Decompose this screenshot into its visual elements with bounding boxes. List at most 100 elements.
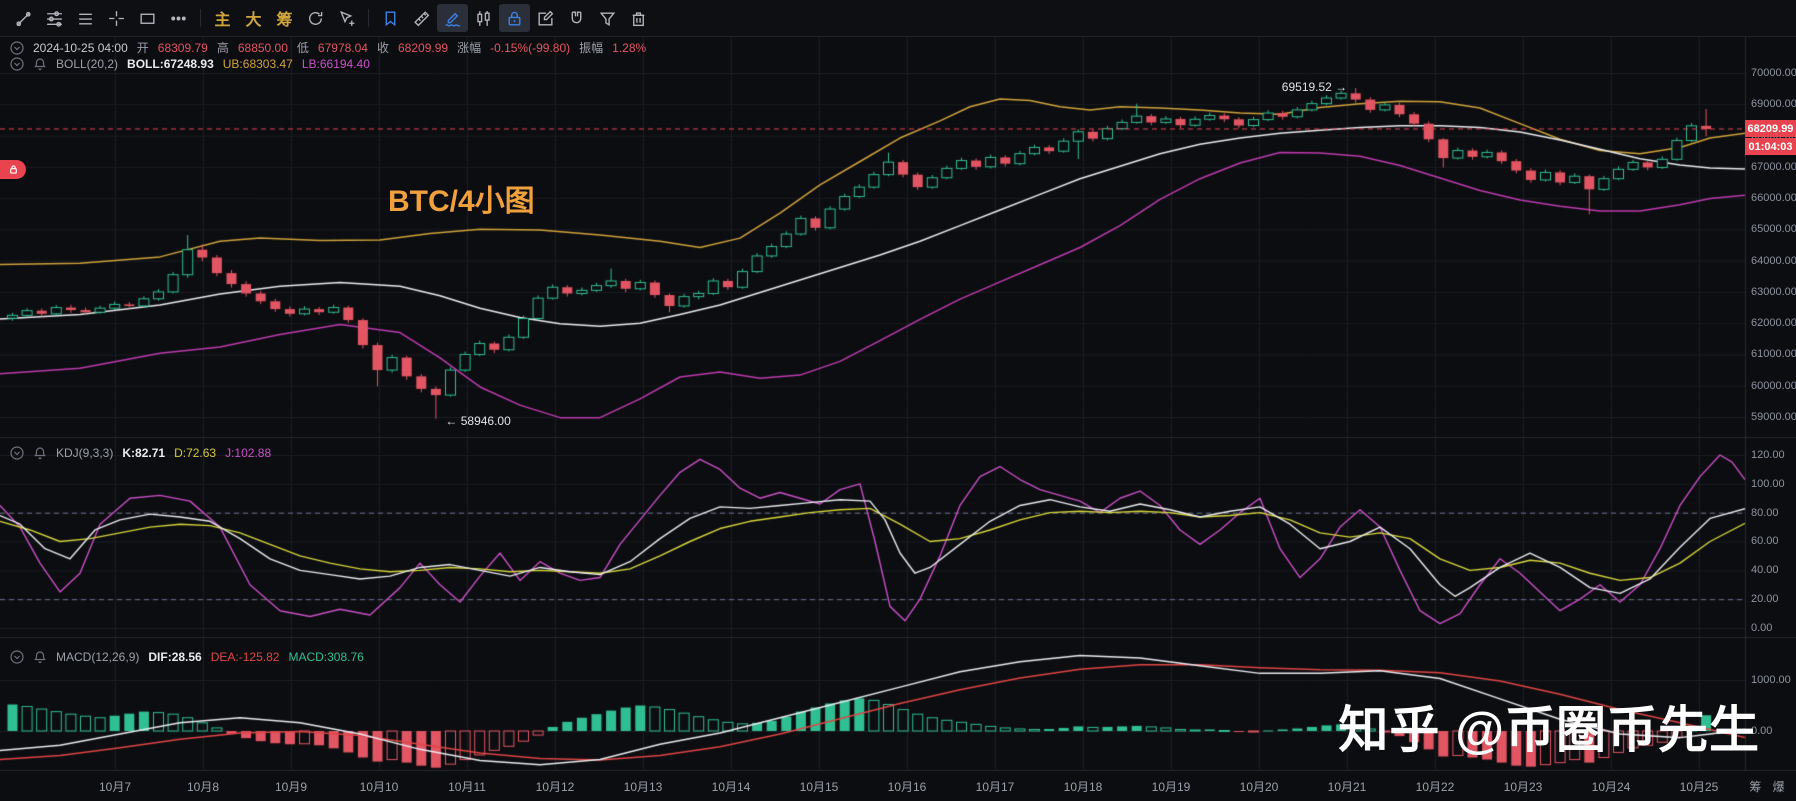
change-value: -0.15%(-99.80): [490, 40, 571, 55]
alert-bell-icon[interactable]: [33, 650, 47, 664]
drawing-toolbar: 主大筹: [0, 0, 1796, 37]
date-tick-3: 10月10: [359, 780, 399, 794]
magnet-tool-icon[interactable]: [561, 4, 592, 32]
ruler-tool-icon[interactable]: [406, 4, 437, 32]
macd-name: MACD(12,26,9): [56, 650, 140, 664]
price-alert-pill[interactable]: [0, 160, 26, 179]
ohlc-legend: 2024-10-25 04:00 开 68309.79 高 68850.00 低…: [10, 39, 646, 56]
alert-bell-icon[interactable]: [33, 57, 47, 71]
sliders-tool-icon[interactable]: [39, 4, 70, 32]
price-tick-61000: 61000.00: [1751, 348, 1796, 361]
date-tick-15: 10月22: [1415, 780, 1455, 794]
kdj-k-value: K:82.71: [122, 446, 166, 460]
kdj-tick-120: 120.00: [1751, 448, 1785, 461]
change-label: 涨幅: [457, 41, 482, 55]
kdj-tick-100: 100.00: [1751, 477, 1785, 490]
kline-style-tool-icon[interactable]: [468, 4, 499, 32]
alert-bell-icon[interactable]: [33, 446, 47, 460]
rectangle-tool-icon[interactable]: [132, 4, 163, 32]
date-tick-10: 10月17: [975, 780, 1015, 794]
boll-name: BOLL(20,2): [56, 57, 119, 71]
boll-legend: BOLL(20,2) BOLL:67248.93 UB:68303.47 LB:…: [10, 57, 370, 71]
axis-corner-label: 筹 爆: [1749, 780, 1789, 794]
high-price-annotation: 69519.52 →: [1281, 80, 1348, 95]
low-label: 低: [296, 41, 309, 55]
price-tick-62000: 62000.00: [1751, 317, 1796, 330]
macd-tick-0: 0.00: [1751, 725, 1773, 737]
main-button[interactable]: 主: [214, 12, 231, 29]
date-tick-5: 10月12: [535, 780, 575, 794]
date-tick-13: 10月20: [1239, 780, 1279, 794]
chips-button[interactable]: 筹: [276, 12, 293, 29]
price-tick-59000: 59000.00: [1751, 411, 1796, 423]
date-tick-2: 10月9: [274, 780, 308, 794]
date-tick-16: 10月23: [1503, 780, 1543, 794]
date-tick-7: 10月14: [711, 780, 751, 794]
date-tick-12: 10月19: [1151, 780, 1191, 794]
kdj-tick-60: 60.00: [1751, 535, 1779, 548]
cursor-add-tool-icon[interactable]: [331, 4, 362, 32]
collapse-chevron-icon[interactable]: [10, 40, 24, 55]
trend-line-tool-icon[interactable]: [8, 4, 39, 32]
replay-tool-icon[interactable]: [300, 4, 331, 32]
price-tick-67000: 67000.00: [1751, 160, 1796, 173]
price-tick-65000: 65000.00: [1751, 223, 1796, 236]
macd-tick-1000: 1000.00: [1751, 674, 1791, 686]
bar-countdown-badge: 01:04:03: [1745, 138, 1796, 156]
date-tick-0: 10月7: [98, 780, 132, 794]
delete-tool-icon[interactable]: [623, 4, 654, 32]
kdj-d-value: D:72.63: [174, 446, 217, 460]
open-value: 68309.79: [157, 40, 208, 55]
kdj-j-value: J:102.88: [225, 446, 272, 460]
macd-legend: MACD(12,26,9) DIF:28.56 DEA:-125.82 MACD…: [10, 650, 364, 664]
macd-dea-value: DEA:-125.82: [210, 650, 280, 664]
lock-tool-icon[interactable]: [499, 4, 530, 32]
collapse-chevron-icon[interactable]: [10, 446, 24, 460]
lock-icon: [9, 165, 17, 174]
macd-macd-value: MACD:308.76: [288, 650, 364, 664]
kdj-legend: KDJ(9,3,3) K:82.71 D:72.63 J:102.88: [10, 446, 271, 460]
more-tools-icon[interactable]: [163, 4, 194, 32]
kdj-tick-20: 20.00: [1751, 593, 1779, 606]
kdj-tick-0: 0.00: [1751, 622, 1773, 634]
symbol-title: BTC/4小图: [388, 185, 535, 218]
kdj-name: KDJ(9,3,3): [56, 446, 114, 460]
date-tick-14: 10月21: [1327, 780, 1367, 794]
high-value: 68850.00: [237, 40, 288, 55]
collapse-chevron-icon[interactable]: [10, 650, 24, 664]
date-tick-17: 10月24: [1591, 780, 1631, 794]
kdj-tick-40: 40.00: [1751, 564, 1779, 577]
sep-2: [368, 9, 369, 27]
kdj-tick-80: 80.00: [1751, 506, 1779, 519]
high-label: 高: [216, 41, 229, 55]
price-tick-70000: 70000.00: [1751, 67, 1796, 79]
boll-mid-value: BOLL:67248.93: [127, 57, 214, 71]
line-list-tool-icon[interactable]: [70, 4, 101, 32]
large-button[interactable]: 大: [245, 12, 262, 29]
bookmark-tool-icon[interactable]: [375, 4, 406, 32]
low-value: 67978.04: [317, 40, 368, 55]
brush-tool-icon[interactable]: [437, 4, 468, 32]
date-tick-18: 10月25: [1679, 780, 1719, 794]
note-tool-icon[interactable]: [530, 4, 561, 32]
low-price-annotation: ← 58946.00: [445, 413, 511, 428]
collapse-chevron-icon[interactable]: [10, 57, 24, 71]
macd-dif-value: DIF:28.56: [148, 650, 202, 664]
date-tick-9: 10月16: [887, 780, 927, 794]
price-tick-64000: 64000.00: [1751, 254, 1796, 267]
date-tick-4: 10月11: [448, 780, 486, 794]
crosshair-tool-icon[interactable]: [101, 4, 132, 32]
price-tick-66000: 66000.00: [1751, 192, 1796, 205]
filter-tool-icon[interactable]: [592, 4, 623, 32]
watermark: 知乎 @币圈币先生: [1338, 702, 1760, 758]
price-tick-63000: 63000.00: [1751, 285, 1796, 298]
boll-lb-value: LB:66194.40: [301, 57, 370, 71]
boll-ub-value: UB:68303.47: [222, 57, 293, 71]
date-tick-8: 10月15: [799, 780, 839, 794]
price-tick-69000: 69000.00: [1751, 98, 1796, 111]
open-label: 开: [136, 41, 149, 55]
current-price-badge: 68209.99: [1745, 120, 1796, 138]
amplitude-label: 振幅: [579, 41, 604, 55]
